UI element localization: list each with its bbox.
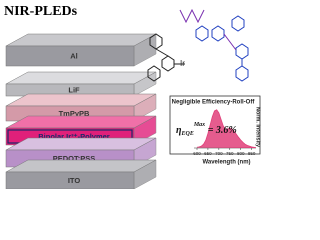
layer-top: [5, 33, 157, 47]
layer-front: [5, 45, 135, 67]
x-tick-label: 850: [248, 151, 256, 156]
chart-title: Negligible Efficiency-Roll-Off: [172, 100, 256, 106]
x-tick-label: 750: [226, 151, 234, 156]
layer-top: [5, 137, 157, 151]
annotation-text: = 3.6%: [205, 125, 237, 136]
layer-label: Al: [70, 51, 78, 60]
layer-top: [5, 115, 157, 129]
annotation: ηEQE Max = 3.6%: [176, 122, 237, 137]
x-tick-label: 600: [193, 151, 201, 156]
layer-top: [5, 93, 157, 107]
x-tick-label: 800: [237, 151, 245, 156]
layer-top: [5, 71, 157, 85]
annotation-symbol: η: [176, 125, 182, 136]
annotation-sup: Max: [193, 122, 205, 128]
layer-label: Bipolar Ir³⁺-Polymer: [38, 132, 110, 141]
layer-label: PEDOT:PSS: [53, 154, 96, 163]
device-stack: Al LiF TmPyPB Bipolar Ir³⁺-Polymer PEDOT:PSS…: [5, 33, 157, 189]
layer-label: LiF: [68, 85, 80, 94]
layer-label: TmPyPB: [59, 109, 90, 118]
y-axis-label: Norm. Intensity: [255, 107, 261, 148]
x-tick-label: 650: [204, 151, 212, 156]
annotation-sub: EQE: [181, 131, 194, 137]
title: NIR-PLEDs: [4, 4, 78, 19]
spectrum-area: [196, 109, 257, 149]
metal-label: Ir: [180, 59, 185, 68]
spectrum-chart: Negligible Efficiency-Roll-Off 600 650 700 7…: [172, 100, 261, 166]
layer-label: ITO: [68, 176, 81, 185]
layer-front: [5, 171, 135, 189]
chemical-structure: Ir: [147, 8, 249, 82]
layer-top: [5, 159, 157, 173]
x-axis-label: Wavelength (nm): [202, 160, 250, 166]
x-tick-label: 700: [215, 151, 223, 156]
figure: NIR-PLEDs Al LiF TmPyPB Bipolar Ir³⁺-Polyme…: [4, 4, 261, 189]
